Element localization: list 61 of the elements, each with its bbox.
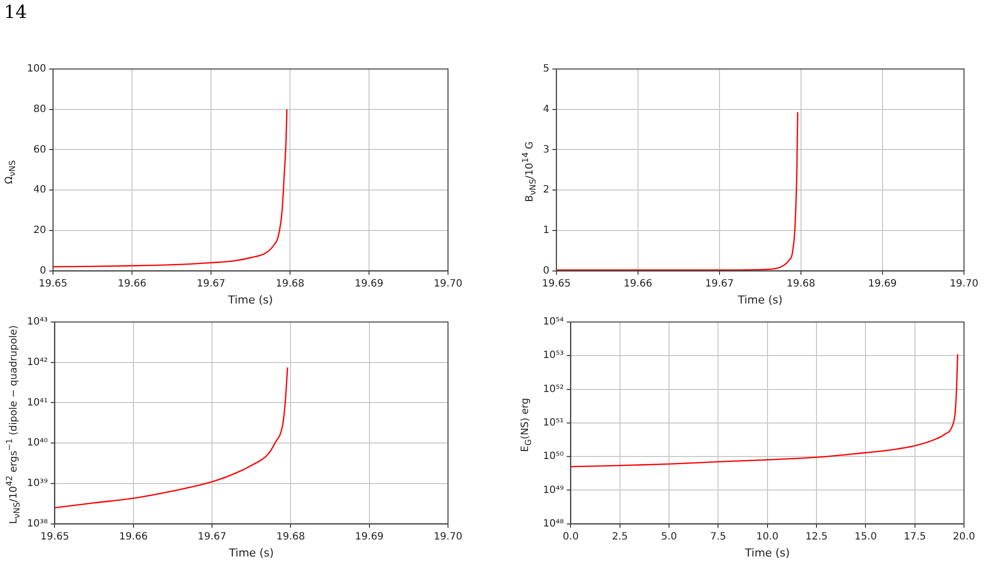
x-tick-label: 12.5 (805, 531, 828, 542)
y-tick-label: 2 (542, 184, 550, 196)
y-tick-label: 10⁵² (542, 384, 564, 395)
x-axis-title: Time (s) (736, 293, 783, 306)
x-tick-label: 19.70 (950, 278, 978, 290)
x-tick-label: 10.0 (756, 531, 779, 542)
y-tick-label: 10⁴⁸ (542, 518, 564, 530)
x-tick-label: 19.66 (119, 531, 148, 542)
x-tick-label: 19.69 (868, 278, 897, 290)
y-tick-label: 10³⁸ (26, 518, 48, 530)
y-tick-label: 100 (26, 64, 46, 75)
x-tick-label: 19.66 (624, 278, 652, 290)
line-series (54, 366, 288, 508)
x-tick-label: 19.69 (355, 531, 384, 542)
x-tick-label: 20.0 (952, 531, 976, 542)
x-tick-label: 19.70 (434, 531, 462, 542)
x-tick-label: 7.5 (710, 531, 726, 542)
x-tick-label: 17.5 (904, 531, 926, 542)
y-tick-label: 10⁴⁹ (542, 484, 564, 496)
y-tick-label: 10⁵¹ (542, 417, 564, 428)
y-tick-label: 10⁵⁴ (542, 316, 564, 328)
x-tick-label: 19.70 (434, 278, 462, 290)
x-tick-label: 19.66 (118, 278, 146, 290)
x-axis-title: Time (s) (228, 546, 274, 560)
y-tick-label: 40 (33, 184, 46, 196)
y-tick-label: 10⁴² (26, 356, 48, 368)
line-series (570, 354, 958, 468)
y-tick-label: 20 (33, 225, 46, 236)
x-tick-label: 19.65 (38, 278, 68, 290)
x-tick-label: 19.65 (40, 531, 70, 542)
x-tick-label: 19.68 (276, 278, 304, 290)
x-tick-label: 19.67 (198, 531, 226, 542)
x-tick-label: 5.0 (661, 531, 678, 542)
x-tick-label: 19.67 (705, 278, 734, 290)
y-tick-label: 10⁵⁰ (542, 451, 564, 462)
line-series (556, 112, 798, 271)
x-axis-title: Time (s) (227, 293, 273, 306)
y-tick-label: 60 (33, 144, 46, 156)
y-tick-label: 0 (542, 265, 550, 276)
y-tick-label: 5 (542, 64, 550, 75)
y-tick-label: 10⁵³ (542, 350, 564, 362)
y-tick-label: 10⁴³ (26, 316, 48, 328)
y-tick-label: 10⁴¹ (26, 397, 48, 408)
x-tick-label: 0.0 (562, 531, 579, 542)
x-tick-label: 19.65 (542, 278, 571, 290)
line-series (53, 108, 288, 268)
y-tick-label: 3 (542, 144, 550, 156)
y-tick-label: 4 (542, 104, 550, 115)
y-tick-label: 10³⁹ (26, 478, 48, 490)
x-tick-label: 19.67 (196, 278, 226, 290)
x-tick-label: 19.68 (786, 278, 816, 290)
x-tick-label: 2.5 (612, 531, 628, 542)
y-tick-label: 10⁴⁰ (26, 438, 48, 449)
y-tick-label: 80 (33, 104, 46, 115)
x-axis-title: Time (s) (744, 546, 790, 560)
x-tick-label: 19.68 (276, 531, 306, 542)
y-tick-label: 1 (542, 225, 550, 236)
x-tick-label: 19.69 (354, 278, 384, 290)
y-tick-label: 0 (40, 265, 46, 276)
text: 14 (4, 2, 27, 23)
x-tick-label: 15.0 (854, 531, 877, 542)
